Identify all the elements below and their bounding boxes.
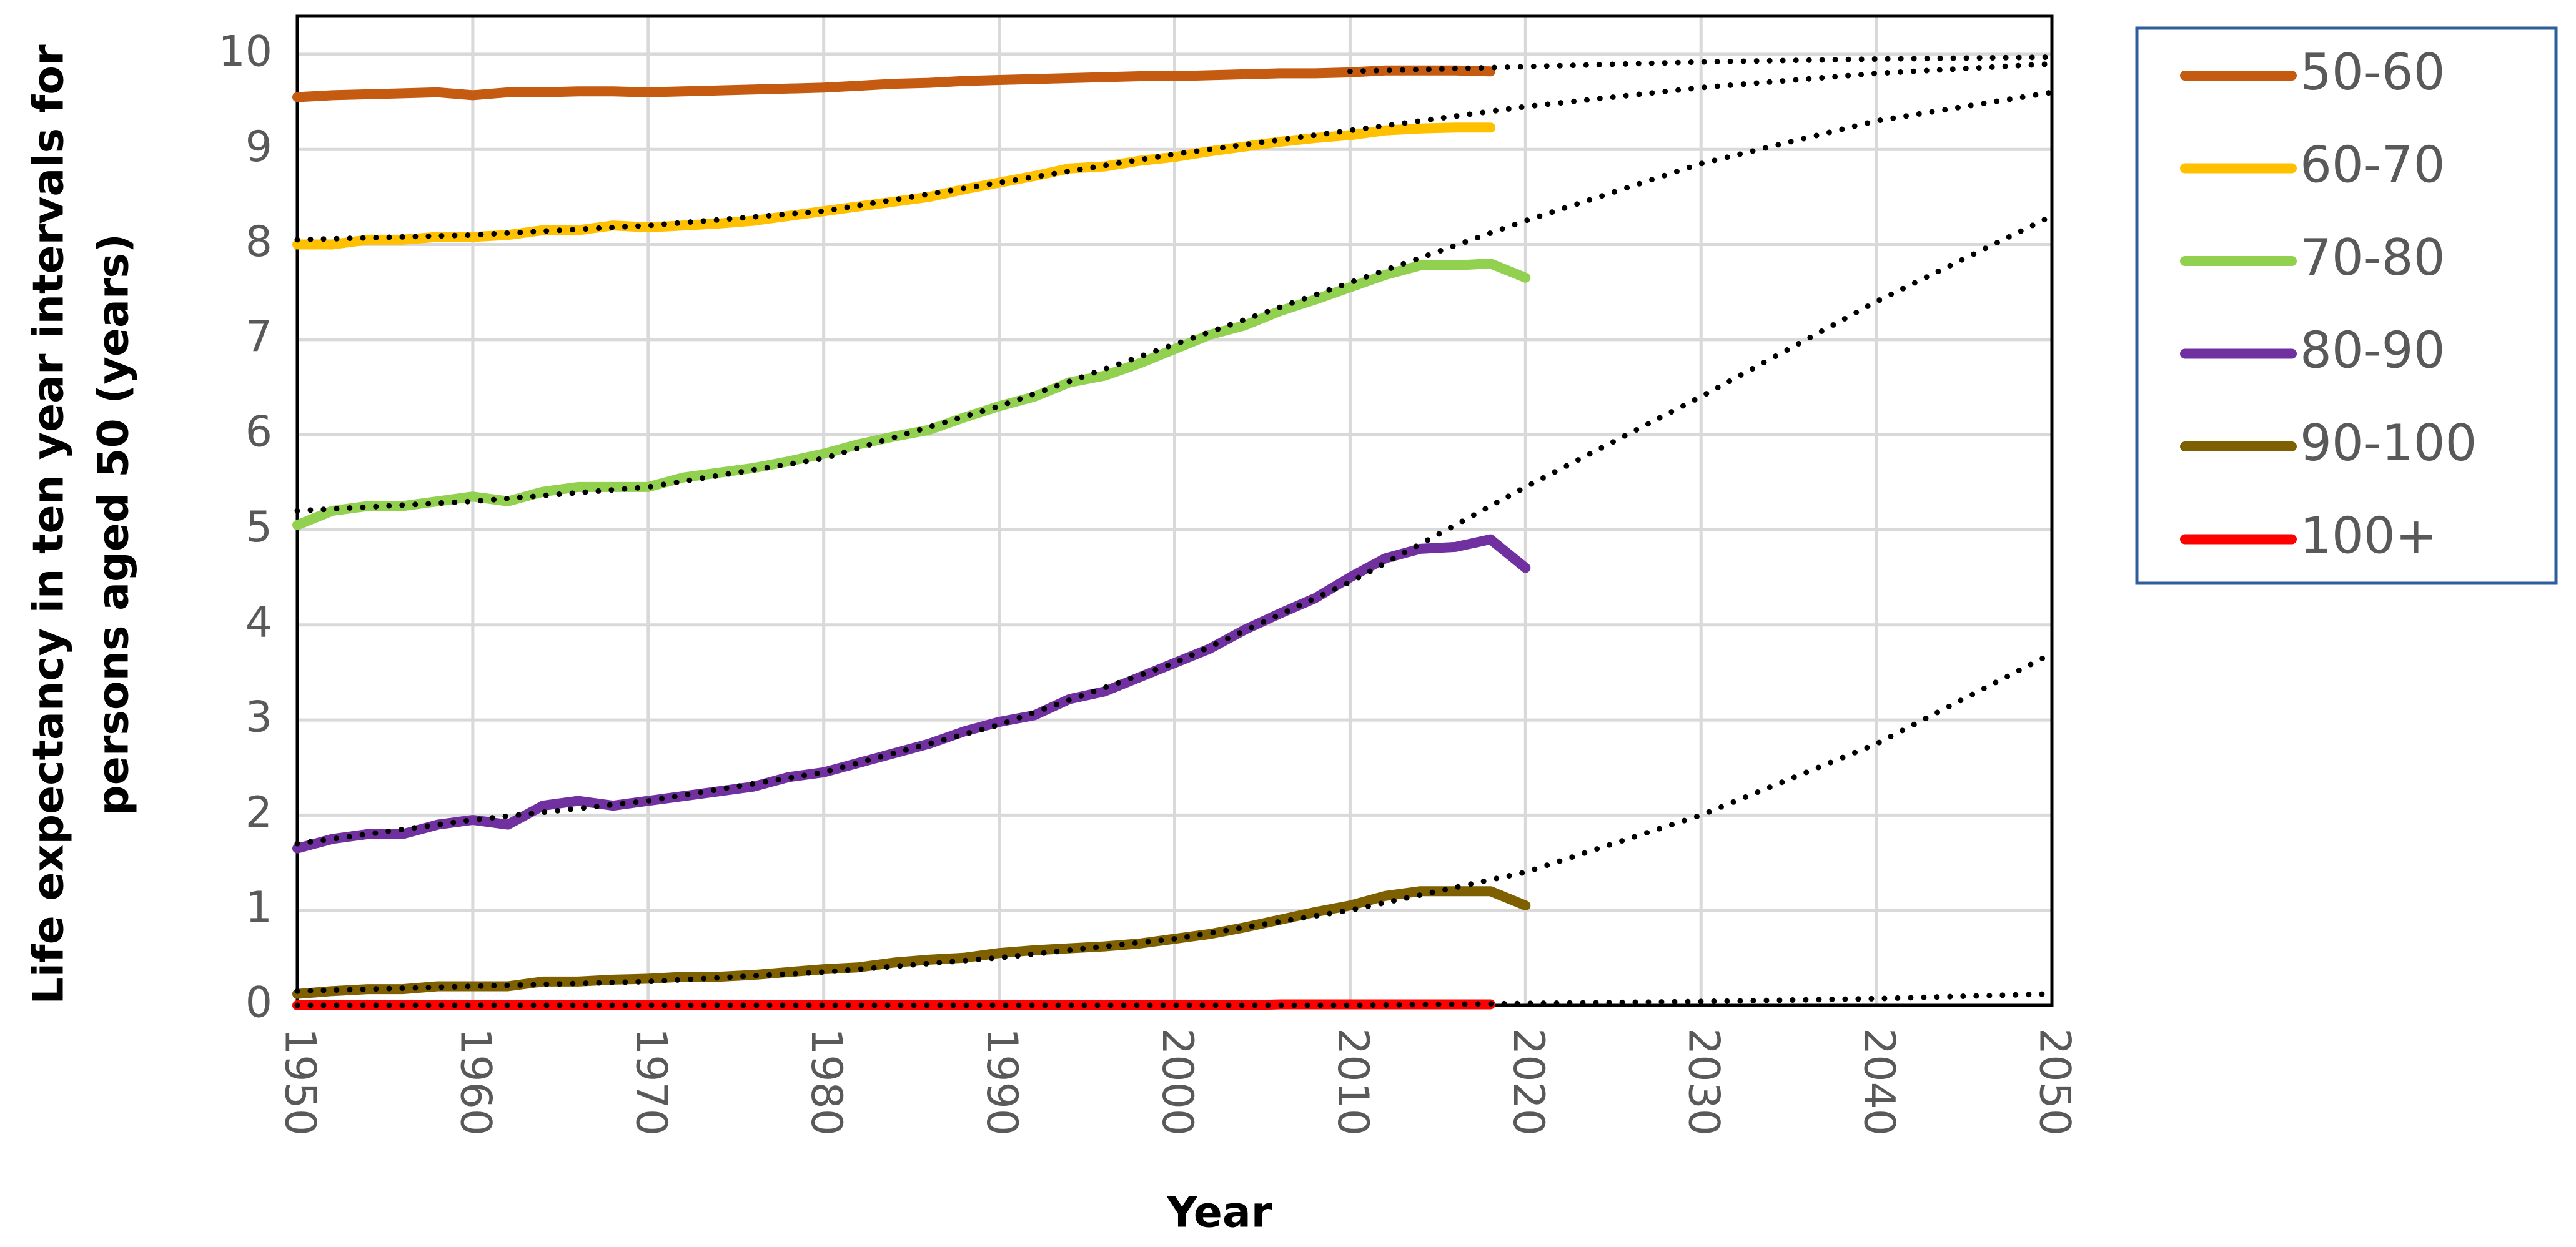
- y-axis-title-line: persons aged 50 (years): [89, 234, 139, 816]
- series-line: [292, 259, 1531, 530]
- series-line: [292, 886, 1531, 999]
- x-tick-label: 1990: [977, 1028, 1026, 1136]
- legend-label: 90-100: [2300, 414, 2477, 472]
- series-line: [292, 534, 1531, 854]
- trend-line: [294, 991, 2055, 1008]
- legend-box: [2135, 26, 2558, 585]
- legend-label: 50-60: [2300, 43, 2445, 101]
- y-tick-label: 0: [245, 978, 272, 1028]
- series-line: [292, 65, 1496, 102]
- y-tick-label: 3: [245, 693, 272, 742]
- y-tick-label: 5: [245, 503, 272, 552]
- x-tick-label: 2020: [1503, 1028, 1553, 1136]
- x-axis-title: Year: [1166, 1188, 1272, 1238]
- series-line: [292, 122, 1496, 250]
- trend-line: [1347, 54, 2055, 74]
- legend-label: 60-70: [2300, 136, 2445, 194]
- y-tick-label: 1: [245, 883, 272, 932]
- x-tick-label: 2000: [1152, 1028, 1202, 1136]
- x-tick-label: 2040: [1855, 1028, 1904, 1136]
- y-tick-label: 8: [245, 217, 272, 267]
- x-tick-label: 1970: [626, 1028, 675, 1136]
- trend-line: [294, 651, 2055, 994]
- y-tick-label: 6: [245, 408, 272, 457]
- y-tick-label: 10: [218, 27, 272, 76]
- y-tick-label: 7: [245, 312, 272, 362]
- y-axis-title-line: Life expectancy in ten year intervals fo…: [24, 44, 74, 1005]
- legend-label: 80-90: [2300, 321, 2445, 379]
- legend-label: 70-80: [2300, 229, 2445, 287]
- y-tick-label: 4: [245, 598, 272, 647]
- x-tick-label: 2030: [1679, 1028, 1728, 1136]
- x-tick-label: 1980: [801, 1028, 851, 1136]
- x-tick-label: 1950: [275, 1028, 324, 1136]
- x-tick-label: 2050: [2029, 1028, 2079, 1136]
- x-tick-label: 2010: [1328, 1028, 1377, 1136]
- y-tick-label: 9: [245, 122, 272, 172]
- series-line: [292, 999, 1496, 1010]
- y-tick-label: 2: [245, 788, 272, 837]
- y-axis-title: Life expectancy in ten year intervals fo…: [24, 44, 139, 1005]
- x-tick-label: 1960: [450, 1028, 500, 1136]
- legend-label: 100+: [2300, 506, 2437, 564]
